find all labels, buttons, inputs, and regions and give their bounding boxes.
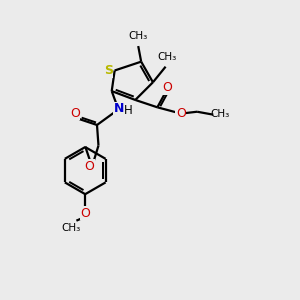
- Text: CH₃: CH₃: [129, 31, 148, 41]
- Text: O: O: [176, 107, 186, 120]
- Text: H: H: [124, 104, 132, 117]
- Text: O: O: [80, 207, 90, 220]
- Text: CH₃: CH₃: [210, 109, 230, 119]
- Text: O: O: [70, 107, 80, 120]
- Text: O: O: [85, 160, 94, 173]
- Text: CH₃: CH₃: [157, 52, 176, 62]
- Text: S: S: [104, 64, 113, 77]
- Text: N: N: [114, 102, 124, 115]
- Text: CH₃: CH₃: [61, 223, 80, 233]
- Text: O: O: [163, 81, 172, 94]
